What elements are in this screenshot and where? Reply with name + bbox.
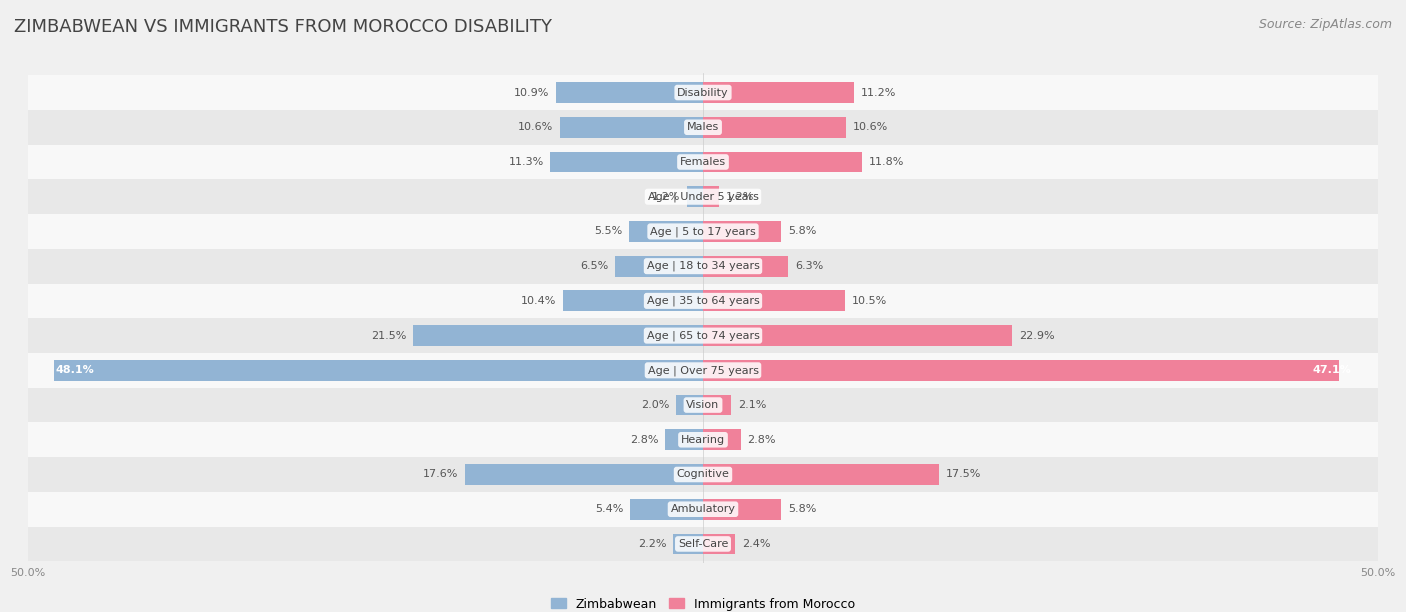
Bar: [413, 325, 703, 346]
Bar: [686, 186, 703, 207]
Bar: [562, 291, 703, 312]
Bar: [673, 534, 703, 554]
Bar: [28, 75, 1378, 110]
Text: 10.6%: 10.6%: [517, 122, 553, 132]
Bar: [28, 110, 1378, 144]
Text: 47.1%: 47.1%: [1312, 365, 1351, 375]
Text: 5.5%: 5.5%: [593, 226, 621, 236]
Text: 17.6%: 17.6%: [423, 469, 458, 479]
Bar: [555, 82, 703, 103]
Text: 48.1%: 48.1%: [55, 365, 94, 375]
Text: 10.9%: 10.9%: [513, 88, 550, 97]
Bar: [465, 464, 703, 485]
Text: 2.1%: 2.1%: [738, 400, 766, 410]
Bar: [703, 430, 741, 450]
Bar: [703, 499, 782, 520]
Legend: Zimbabwean, Immigrants from Morocco: Zimbabwean, Immigrants from Morocco: [546, 592, 860, 612]
Bar: [28, 387, 1378, 422]
Text: 10.4%: 10.4%: [520, 296, 555, 306]
Bar: [616, 256, 703, 277]
Text: 1.2%: 1.2%: [651, 192, 681, 202]
Bar: [28, 144, 1378, 179]
Text: 1.2%: 1.2%: [725, 192, 755, 202]
Text: 5.8%: 5.8%: [787, 504, 817, 514]
Text: 2.2%: 2.2%: [638, 539, 666, 549]
Text: Hearing: Hearing: [681, 435, 725, 445]
Bar: [628, 221, 703, 242]
Bar: [630, 499, 703, 520]
Text: Females: Females: [681, 157, 725, 167]
Bar: [53, 360, 703, 381]
Text: 5.4%: 5.4%: [595, 504, 623, 514]
Text: Age | 18 to 34 years: Age | 18 to 34 years: [647, 261, 759, 271]
Text: Age | Under 5 years: Age | Under 5 years: [648, 192, 758, 202]
Bar: [676, 395, 703, 416]
Text: Age | 5 to 17 years: Age | 5 to 17 years: [650, 226, 756, 237]
Text: ZIMBABWEAN VS IMMIGRANTS FROM MOROCCO DISABILITY: ZIMBABWEAN VS IMMIGRANTS FROM MOROCCO DI…: [14, 18, 553, 36]
Text: 2.8%: 2.8%: [630, 435, 658, 445]
Bar: [703, 464, 939, 485]
Text: 17.5%: 17.5%: [946, 469, 981, 479]
Text: Disability: Disability: [678, 88, 728, 97]
Text: 22.9%: 22.9%: [1019, 330, 1054, 341]
Text: 5.8%: 5.8%: [787, 226, 817, 236]
Bar: [703, 152, 862, 173]
Bar: [665, 430, 703, 450]
Text: Self-Care: Self-Care: [678, 539, 728, 549]
Bar: [703, 325, 1012, 346]
Text: 2.8%: 2.8%: [748, 435, 776, 445]
Text: Age | 65 to 74 years: Age | 65 to 74 years: [647, 330, 759, 341]
Bar: [703, 534, 735, 554]
Bar: [28, 283, 1378, 318]
Bar: [551, 152, 703, 173]
Text: 6.5%: 6.5%: [581, 261, 609, 271]
Bar: [28, 318, 1378, 353]
Bar: [703, 186, 720, 207]
Bar: [28, 179, 1378, 214]
Bar: [28, 249, 1378, 283]
Bar: [703, 82, 855, 103]
Bar: [28, 457, 1378, 492]
Text: 11.2%: 11.2%: [860, 88, 896, 97]
Bar: [703, 221, 782, 242]
Text: 11.3%: 11.3%: [509, 157, 544, 167]
Bar: [28, 214, 1378, 249]
Bar: [28, 353, 1378, 387]
Text: 21.5%: 21.5%: [371, 330, 406, 341]
Bar: [703, 256, 787, 277]
Text: Age | 35 to 64 years: Age | 35 to 64 years: [647, 296, 759, 306]
Bar: [703, 117, 846, 138]
Text: Source: ZipAtlas.com: Source: ZipAtlas.com: [1258, 18, 1392, 31]
Bar: [28, 422, 1378, 457]
Text: 10.5%: 10.5%: [852, 296, 887, 306]
Text: Vision: Vision: [686, 400, 720, 410]
Bar: [703, 291, 845, 312]
Text: Age | Over 75 years: Age | Over 75 years: [648, 365, 758, 376]
Bar: [703, 360, 1339, 381]
Bar: [28, 526, 1378, 561]
Text: 11.8%: 11.8%: [869, 157, 904, 167]
Text: 10.6%: 10.6%: [853, 122, 889, 132]
Text: Ambulatory: Ambulatory: [671, 504, 735, 514]
Text: 2.4%: 2.4%: [742, 539, 770, 549]
Text: 2.0%: 2.0%: [641, 400, 669, 410]
Text: 6.3%: 6.3%: [794, 261, 823, 271]
Bar: [703, 395, 731, 416]
Text: Cognitive: Cognitive: [676, 469, 730, 479]
Text: Males: Males: [688, 122, 718, 132]
Bar: [560, 117, 703, 138]
Bar: [28, 492, 1378, 526]
